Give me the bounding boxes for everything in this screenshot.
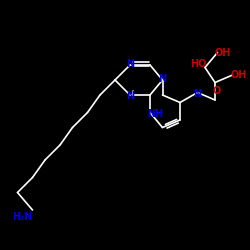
Text: N: N — [126, 59, 134, 69]
Text: N: N — [194, 89, 202, 99]
Text: H₂N: H₂N — [12, 212, 33, 222]
Text: NH: NH — [147, 109, 163, 119]
Text: HO: HO — [190, 59, 207, 69]
Text: OH: OH — [214, 48, 231, 58]
Text: N: N — [158, 74, 166, 84]
Text: N: N — [126, 91, 134, 101]
Text: OH: OH — [230, 70, 247, 80]
Text: O: O — [212, 86, 220, 96]
